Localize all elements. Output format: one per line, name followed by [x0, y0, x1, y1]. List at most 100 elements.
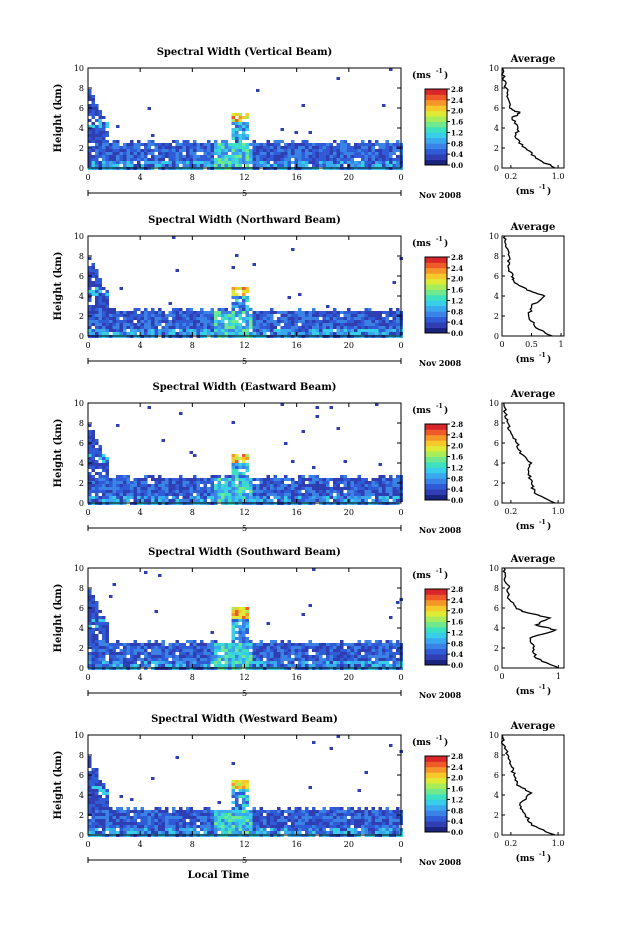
heatmap-cell — [88, 616, 92, 619]
heatmap-cell — [389, 643, 393, 646]
average-title: Average — [510, 389, 556, 400]
heatmap-cell — [357, 146, 361, 149]
heatmap-cell — [144, 828, 148, 831]
heatmap-cell — [126, 831, 130, 834]
heatmap-cell — [200, 164, 204, 167]
heatmap-cell — [186, 326, 190, 329]
heatmap-cell — [308, 320, 312, 323]
heatmap-cell — [273, 484, 277, 487]
heatmap-cell — [280, 822, 284, 825]
heatmap-cell — [214, 640, 218, 643]
heatmap-cell — [238, 804, 242, 807]
heatmap-cell — [133, 329, 137, 332]
heatmap-cell — [273, 158, 277, 161]
heatmap-cell — [109, 143, 113, 146]
heatmap-cell — [186, 652, 190, 655]
heatmap-cell — [235, 326, 239, 329]
heatmap-cell — [200, 317, 204, 320]
heatmap-cell — [88, 762, 92, 765]
heatmap-cell — [193, 140, 197, 143]
heatmap-cell — [263, 828, 267, 831]
heatmap-cell — [266, 329, 270, 332]
heatmap-cell — [112, 152, 116, 155]
heatmap-cell — [385, 155, 389, 158]
colorbar-frame — [424, 588, 448, 666]
heatmap-cell — [235, 613, 239, 616]
heatmap-cell — [189, 308, 193, 311]
heatmap-cell — [270, 152, 274, 155]
heatmap-cell — [301, 499, 305, 502]
heatmap-cell — [200, 825, 204, 828]
heatmap-cell — [354, 496, 358, 499]
heatmap-cell — [102, 311, 106, 314]
heatmap-cell — [263, 161, 267, 164]
heatmap-cell — [301, 813, 305, 816]
heatmap-cell — [333, 161, 337, 164]
heatmap-cell — [287, 314, 291, 317]
heatmap-cell — [284, 484, 288, 487]
heatmap-cell — [182, 326, 186, 329]
heatmap-cell — [119, 326, 123, 329]
heatmap-cell — [315, 646, 319, 649]
heatmap-cell — [193, 320, 197, 323]
heatmap-cell — [245, 143, 249, 146]
heatmap-cell — [252, 490, 256, 493]
heatmap-cell — [298, 152, 302, 155]
heatmap-cell — [385, 490, 389, 493]
heatmap-cell — [368, 140, 372, 143]
heatmap-cell — [259, 822, 263, 825]
heatmap-cell — [256, 478, 260, 481]
heatmap-cell — [336, 649, 340, 652]
heatmap-cell — [161, 439, 165, 442]
heatmap-cell — [98, 801, 102, 804]
heatmap-cell — [154, 831, 158, 834]
heatmap-cell — [126, 646, 130, 649]
heatmap-cell — [235, 164, 239, 167]
heatmap-cell — [333, 664, 337, 667]
heatmap-cell — [315, 415, 319, 418]
heatmap-cell — [119, 146, 123, 149]
heatmap-cell — [207, 320, 211, 323]
heatmap-cell — [172, 149, 176, 152]
heatmap-cell — [161, 496, 165, 499]
average-y-tick-label: 2 — [494, 312, 499, 321]
heatmap-cell — [263, 643, 267, 646]
heatmap-cell — [308, 484, 312, 487]
heatmap-cell — [259, 652, 263, 655]
heatmap-cell — [98, 484, 102, 487]
heatmap-cell — [102, 152, 106, 155]
heatmap-cell — [333, 661, 337, 664]
heatmap-cell — [280, 149, 284, 152]
heatmap-cell — [308, 131, 312, 134]
heatmap-cell — [308, 478, 312, 481]
heatmap-cell — [242, 625, 246, 628]
heatmap-cell — [91, 601, 95, 604]
colorbar-tick-label: 1.2 — [451, 628, 463, 637]
heatmap-cell — [193, 652, 197, 655]
heatmap-cell — [326, 810, 330, 813]
heatmap-cell — [364, 640, 368, 643]
heatmap-cell — [256, 661, 260, 664]
heatmap-cell — [126, 149, 130, 152]
heatmap-cell — [98, 116, 102, 119]
heatmap-cell — [350, 323, 354, 326]
heatmap-cell — [91, 661, 95, 664]
colorbar-tick-label: 2.4 — [451, 264, 463, 273]
heatmap-cell — [182, 140, 186, 143]
heatmap-cell — [91, 269, 95, 272]
heatmap-cell — [123, 326, 127, 329]
heatmap-cell — [123, 652, 127, 655]
heatmap-cell — [329, 807, 333, 810]
heatmap-cell — [109, 490, 113, 493]
heatmap-cell — [161, 816, 165, 819]
heatmap-cell — [165, 825, 169, 828]
heatmap-cell — [270, 314, 274, 317]
heatmap-cell — [245, 628, 249, 631]
heatmap-cell — [242, 780, 246, 783]
heatmap-cell — [298, 149, 302, 152]
heatmap-cell — [189, 813, 193, 816]
heatmap-cell — [357, 490, 361, 493]
heatmap-cell — [245, 137, 249, 140]
heatmap-cell — [210, 813, 214, 816]
heatmap-cell — [326, 143, 330, 146]
